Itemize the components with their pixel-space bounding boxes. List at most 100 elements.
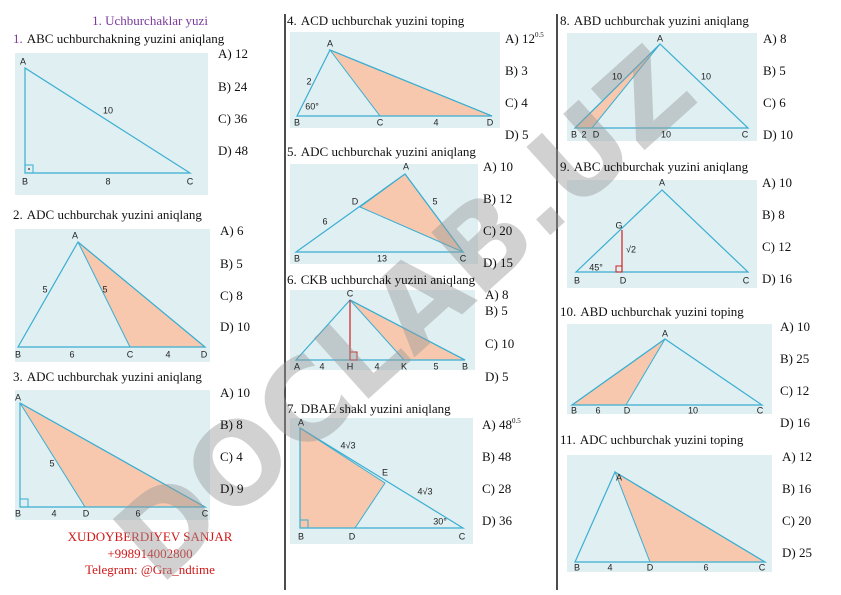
option: C) 10 (485, 336, 514, 351)
figure-label: D (624, 405, 631, 415)
question-number: 6. (287, 272, 297, 287)
question-number: 9. (560, 159, 570, 174)
question-text: ACD uchburchak yuzini toping (301, 13, 465, 28)
option: B) 5 (763, 63, 786, 78)
option: A) 8 (763, 31, 786, 46)
option-sup: 0.5 (535, 31, 544, 39)
figure-label: B (574, 562, 580, 572)
figure-3 (15, 390, 210, 520)
figure-label: 5 (433, 361, 438, 371)
question-text: ABD uchburchak yuzini toping (580, 304, 744, 319)
question-number: 3. (13, 369, 23, 384)
figure-8 (567, 33, 757, 141)
figure-label: B (462, 361, 468, 371)
option: D) 36 (482, 513, 512, 528)
figure-label: C (460, 253, 467, 263)
author: XUDOYBERDIYEV SANJAR (68, 529, 233, 544)
figure-6 (290, 290, 475, 370)
figure-label: 10 (688, 405, 698, 415)
question: 5. ADC uchburchak yuzini aniqlang (287, 144, 476, 159)
figure-label: D (620, 275, 627, 285)
phone: +998914002800 (107, 546, 192, 561)
footer: XUDOYBERDIYEV SANJAR +998914002800 Teleg… (68, 529, 233, 577)
question: 4. ACD uchburchak yuzini toping (287, 13, 465, 28)
figure-label: C (377, 117, 384, 127)
option: D) 5 (485, 369, 508, 384)
figure-label: 30° (433, 516, 447, 526)
question-text: CKB uchburchak yuzini aniqlang (301, 272, 476, 287)
question-number: 7. (287, 401, 297, 416)
figure-label: 45° (589, 262, 603, 272)
figure-label: D (349, 531, 356, 541)
question-number: 11. (560, 432, 576, 447)
figure-11 (567, 455, 772, 572)
figure-label: C (759, 562, 766, 572)
figure-label: A (659, 177, 665, 187)
option: C) 28 (482, 481, 511, 496)
figure-label: D (83, 508, 90, 518)
question-number: 10. (560, 304, 576, 319)
figure-label: D (352, 196, 359, 206)
figure-label: C (757, 405, 764, 415)
question: 6. CKB uchburchak yuzini aniqlang (287, 272, 476, 287)
question: 3. ADC uchburchak yuzini aniqlang (13, 369, 202, 384)
figure-label: C (127, 349, 134, 359)
figure-label: B (571, 405, 577, 415)
option: D) 16 (780, 415, 810, 430)
option: D) 48 (218, 143, 248, 158)
question: 11. ADC uchburchak yuzini toping (560, 432, 744, 447)
option: C) 4 (220, 449, 243, 464)
option: A) 10 (220, 385, 250, 400)
question: 7. DBAE shakl yuzini aniqlang (287, 401, 451, 416)
figure-label: A (403, 161, 409, 171)
figure-2 (15, 229, 210, 362)
figure-label: C (202, 508, 209, 518)
option: B) 8 (762, 207, 785, 222)
option: C) 12 (762, 239, 791, 254)
option-text: A) 12 (505, 31, 535, 46)
figure-label: E (382, 467, 388, 477)
figure-label: 4 (607, 562, 612, 572)
figure-label: A (20, 56, 26, 66)
figure-label: B (574, 275, 580, 285)
question-text: ABD uchburchak yuzini aniqlang (574, 13, 750, 28)
question: 10. ABD uchburchak yuzini toping (560, 304, 744, 319)
figure-label: B (298, 531, 304, 541)
figure-label: 6 (69, 349, 74, 359)
option: D) 9 (220, 481, 243, 496)
figure-label: 4√3 (418, 486, 433, 496)
figure-label: 4 (433, 117, 438, 127)
title: 1. Uchburchaklar yuzi (92, 13, 208, 28)
figure-label: 4 (319, 361, 324, 371)
option: A) 10 (780, 319, 810, 334)
option: C) 20 (483, 223, 512, 238)
question-number: 1. (13, 31, 23, 46)
figure-label: A (15, 392, 21, 402)
figure-label: B (22, 176, 28, 186)
option: A) 120.5 (505, 31, 544, 46)
figure-label: C (742, 129, 749, 139)
option: A) 10 (483, 159, 513, 174)
option: B) 5 (485, 303, 508, 318)
question: 8. ABD uchburchak yuzini aniqlang (560, 13, 749, 28)
figure-4 (290, 32, 500, 128)
option: B) 3 (505, 63, 528, 78)
figure-7 (290, 418, 473, 544)
figure-label: 5 (49, 458, 54, 468)
figure-label: 2 (581, 129, 586, 139)
option: C) 20 (782, 513, 811, 528)
figure-label: √2 (626, 244, 636, 254)
figure-label: A (298, 417, 304, 427)
figure-label: D (593, 129, 600, 139)
option: B) 12 (483, 191, 512, 206)
question-number: 4. (287, 13, 297, 28)
option: A) 10 (762, 175, 792, 190)
figure-label: 13 (377, 253, 387, 263)
figure-label: 5 (102, 284, 107, 294)
figure-label: 6 (595, 405, 600, 415)
option: D) 10 (220, 319, 250, 334)
figure-10 (567, 324, 772, 414)
figure-label: B (15, 349, 21, 359)
figure-label: 4 (374, 361, 379, 371)
